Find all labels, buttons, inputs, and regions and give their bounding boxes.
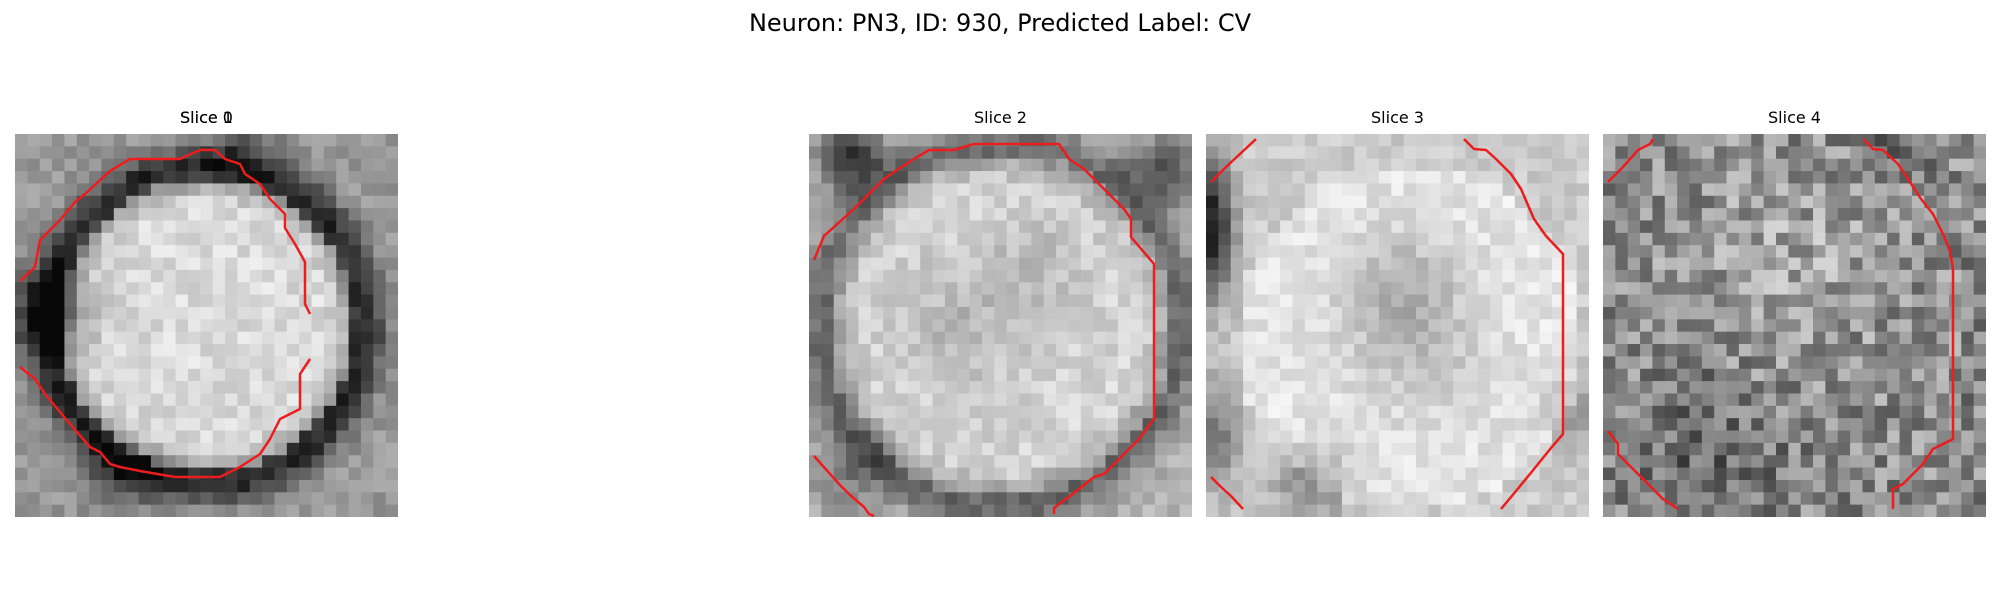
- slice-contour-1b: [19, 358, 312, 479]
- slice-image-4: [1603, 134, 1986, 517]
- slice-pixels-2: [809, 134, 1192, 517]
- slice-contour-2b: [813, 455, 875, 517]
- slice-contour-3b: [1463, 138, 1565, 510]
- slice-pixels-3: [1206, 134, 1589, 517]
- slice-contour-4a: [1607, 138, 1655, 183]
- slice-title-1: Slice 1: [180, 108, 233, 127]
- slice-pixels-4: [1603, 134, 1986, 517]
- slice-pixels-1: [15, 134, 398, 517]
- slice-contour-4b: [1862, 138, 1955, 509]
- slice-title-0: Slice 0: [180, 108, 233, 127]
- slice-contour-3c: [1210, 476, 1244, 510]
- slice-image-2: [809, 134, 1192, 517]
- slice-title-2: Slice 2: [974, 108, 1027, 127]
- slice-contour-4c: [1607, 430, 1679, 511]
- slice-contour-2a: [812, 142, 1156, 514]
- slice-contour-1a: [19, 148, 312, 315]
- slice-title-3: Slice 3: [1371, 108, 1424, 127]
- slice-title-4: Slice 4: [1768, 108, 1821, 127]
- slice-image-1: [15, 134, 398, 517]
- figure-title: Neuron: PN3, ID: 930, Predicted Label: C…: [748, 9, 1252, 37]
- slice-image-3: [1206, 134, 1589, 517]
- slice-contour-3a: [1210, 138, 1257, 183]
